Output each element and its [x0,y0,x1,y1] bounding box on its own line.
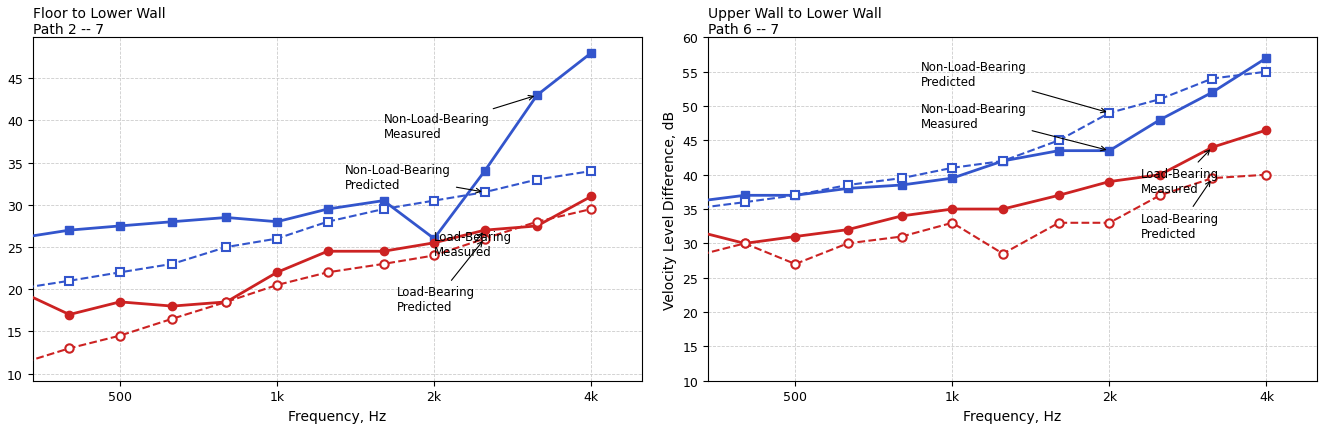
Y-axis label: Velocity Level Difference, dB: Velocity Level Difference, dB [662,110,677,309]
X-axis label: Frequency, Hz: Frequency, Hz [289,409,387,423]
Text: Load-Bearing
Measured: Load-Bearing Measured [434,231,512,259]
Text: Load-Bearing
Measured: Load-Bearing Measured [1141,151,1219,195]
Text: Floor to Lower Wall
Path 2 -- 7: Floor to Lower Wall Path 2 -- 7 [33,7,166,37]
Text: Non-Load-Bearing
Measured: Non-Load-Bearing Measured [384,96,534,141]
Text: Load-Bearing
Predicted: Load-Bearing Predicted [397,242,482,313]
Text: Load-Bearing
Predicted: Load-Bearing Predicted [1141,182,1219,240]
Text: Non-Load-Bearing
Measured: Non-Load-Bearing Measured [920,102,1106,151]
Text: Non-Load-Bearing
Predicted: Non-Load-Bearing Predicted [346,163,481,194]
X-axis label: Frequency, Hz: Frequency, Hz [964,409,1062,423]
Text: Non-Load-Bearing
Predicted: Non-Load-Bearing Predicted [920,61,1106,114]
Text: Upper Wall to Lower Wall
Path 6 -- 7: Upper Wall to Lower Wall Path 6 -- 7 [708,7,882,37]
